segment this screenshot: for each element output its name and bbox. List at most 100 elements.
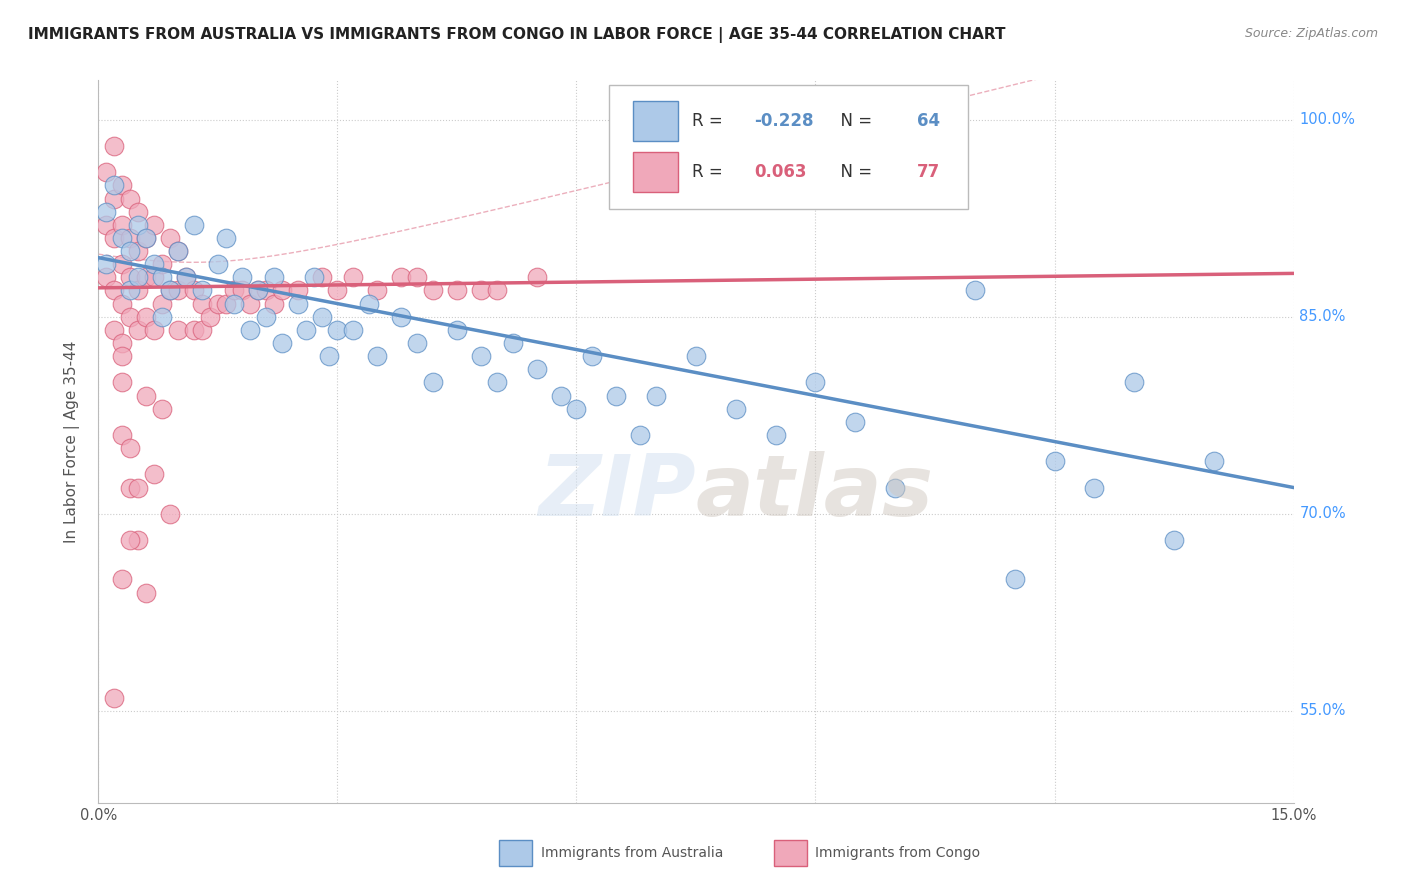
Point (127, 204, 149, 219)
Point (1083, 481, 1105, 495)
Point (287, 284, 309, 298)
Point (103, 139, 125, 153)
Text: N =: N = (830, 112, 877, 130)
Point (159, 284, 181, 298)
Point (120, 270, 142, 285)
Point (406, 336, 429, 351)
Text: -0.228: -0.228 (755, 112, 814, 130)
Point (422, 284, 444, 298)
Point (111, 231, 134, 245)
Point (389, 310, 412, 324)
Point (120, 284, 142, 298)
Point (111, 376, 134, 390)
Point (191, 323, 214, 337)
Point (302, 270, 325, 285)
Point (294, 323, 316, 337)
Point (628, 428, 651, 442)
Point (485, 284, 508, 298)
Point (143, 270, 166, 285)
Point (150, 257, 173, 271)
Point (765, 428, 787, 442)
Point (135, 270, 157, 285)
Point (446, 323, 468, 337)
Point (645, 388, 668, 402)
Point (183, 323, 205, 337)
Point (342, 270, 364, 285)
Point (1202, 454, 1225, 468)
Point (120, 244, 142, 258)
Point (135, 231, 157, 245)
Point (287, 296, 309, 310)
Point (318, 349, 340, 363)
Text: 0.063: 0.063 (755, 163, 807, 181)
Point (159, 507, 181, 521)
Bar (499, 840, 533, 866)
Point (191, 296, 214, 310)
Point (406, 270, 429, 285)
Text: N =: N = (830, 163, 877, 181)
Point (167, 284, 190, 298)
Point (581, 349, 603, 363)
Point (127, 270, 149, 285)
Point (96, 270, 118, 285)
Point (167, 323, 190, 337)
Point (311, 270, 333, 285)
Point (103, 192, 125, 206)
Point (143, 467, 166, 482)
Point (120, 310, 142, 324)
Point (270, 284, 292, 298)
Point (150, 401, 173, 416)
Point (103, 323, 125, 337)
Point (127, 244, 149, 258)
Point (127, 481, 149, 495)
Point (150, 296, 173, 310)
Point (111, 218, 134, 232)
Point (167, 244, 190, 258)
Text: 100.0%: 100.0% (1299, 112, 1355, 128)
Point (96, 218, 118, 232)
Point (215, 231, 238, 245)
Bar (633, 101, 678, 141)
Point (231, 284, 253, 298)
Point (1123, 376, 1146, 390)
Point (120, 533, 142, 547)
Point (96, 165, 118, 179)
Point (254, 284, 277, 298)
Point (135, 388, 157, 402)
Point (120, 231, 142, 245)
Point (231, 270, 253, 285)
Point (963, 284, 986, 298)
Bar (633, 152, 678, 192)
Point (311, 310, 333, 324)
Text: R =: R = (692, 112, 728, 130)
Point (150, 270, 173, 285)
Point (263, 296, 285, 310)
Point (326, 323, 349, 337)
Point (366, 349, 388, 363)
Point (422, 376, 444, 390)
Point (96, 204, 118, 219)
Text: Immigrants from Australia: Immigrants from Australia (541, 847, 723, 861)
Text: 70.0%: 70.0% (1299, 507, 1346, 521)
Point (135, 231, 157, 245)
Point (111, 349, 134, 363)
Bar (773, 840, 807, 866)
Point (174, 270, 197, 285)
Text: 85.0%: 85.0% (1299, 310, 1346, 324)
Point (174, 270, 197, 285)
Point (135, 310, 157, 324)
Text: Source: ZipAtlas.com: Source: ZipAtlas.com (1244, 27, 1378, 40)
Point (359, 296, 381, 310)
Point (1004, 573, 1026, 587)
Point (724, 401, 747, 416)
Point (366, 284, 388, 298)
Point (470, 284, 492, 298)
Point (143, 257, 166, 271)
Point (111, 336, 134, 351)
Point (198, 310, 221, 324)
Text: ZIP: ZIP (538, 450, 696, 533)
Point (111, 428, 134, 442)
Point (159, 284, 181, 298)
Point (127, 323, 149, 337)
Point (96, 257, 118, 271)
